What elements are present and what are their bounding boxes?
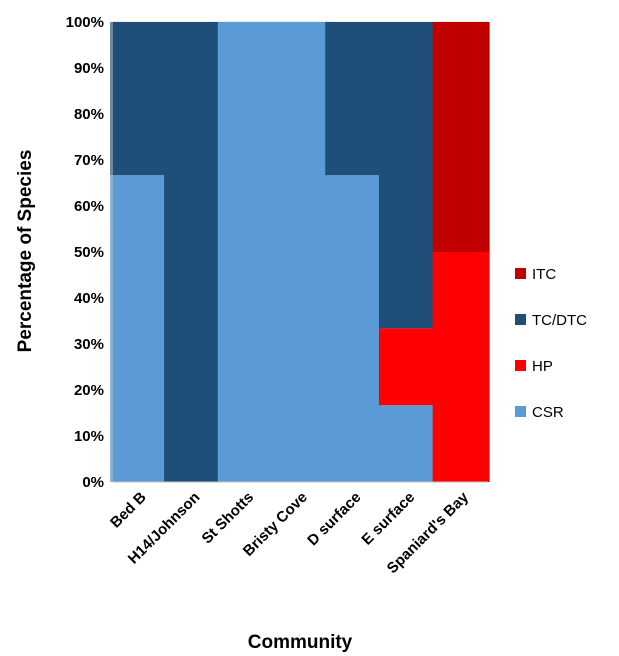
bar-segment (378, 328, 436, 406)
axes (111, 22, 488, 483)
y-tick-label: 50% (74, 244, 104, 261)
legend-label: HP (532, 358, 553, 375)
bar-segment (378, 22, 436, 329)
legend-swatch (515, 314, 526, 325)
bar-segment (325, 175, 383, 482)
y-tick-label: 20% (74, 382, 104, 399)
y-tick-label: 90% (74, 60, 104, 77)
y-axis-title: Percentage of Species (15, 150, 36, 353)
legend-label: ITC (532, 266, 556, 283)
bar-segment (110, 22, 168, 176)
bar-segment (217, 22, 275, 482)
y-tick-label: 70% (74, 152, 104, 169)
y-tick-label: 60% (74, 198, 104, 215)
bar-segment (432, 22, 490, 252)
y-tick-labels: 0% 10% 20% 30% 40% 50% 60% 70% 80% 90% 100% (66, 14, 104, 491)
legend: ITC TC/DTC HP CSR (515, 266, 587, 421)
y-tick-label: 10% (74, 428, 104, 445)
bar-segment (164, 22, 222, 482)
y-tick-label: 80% (74, 106, 104, 123)
x-category-label: Bed B (107, 489, 150, 532)
legend-swatch (515, 406, 526, 417)
y-tick-label: 0% (82, 474, 104, 491)
bar-segment (110, 175, 168, 482)
bar-segment (271, 22, 329, 482)
y-tick-label: 100% (66, 14, 104, 31)
x-category-label: D surface (304, 489, 364, 549)
legend-swatch (515, 360, 526, 371)
bar-segment (432, 252, 490, 482)
y-tick-label: 40% (74, 290, 104, 307)
bars (110, 22, 490, 482)
legend-label: CSR (532, 404, 564, 421)
legend-swatch (515, 268, 526, 279)
y-tick-label: 30% (74, 336, 104, 353)
legend-label: TC/DTC (532, 312, 587, 329)
x-axis-title: Community (248, 632, 353, 653)
bar-segment (378, 405, 436, 482)
bar-segment (325, 22, 383, 176)
